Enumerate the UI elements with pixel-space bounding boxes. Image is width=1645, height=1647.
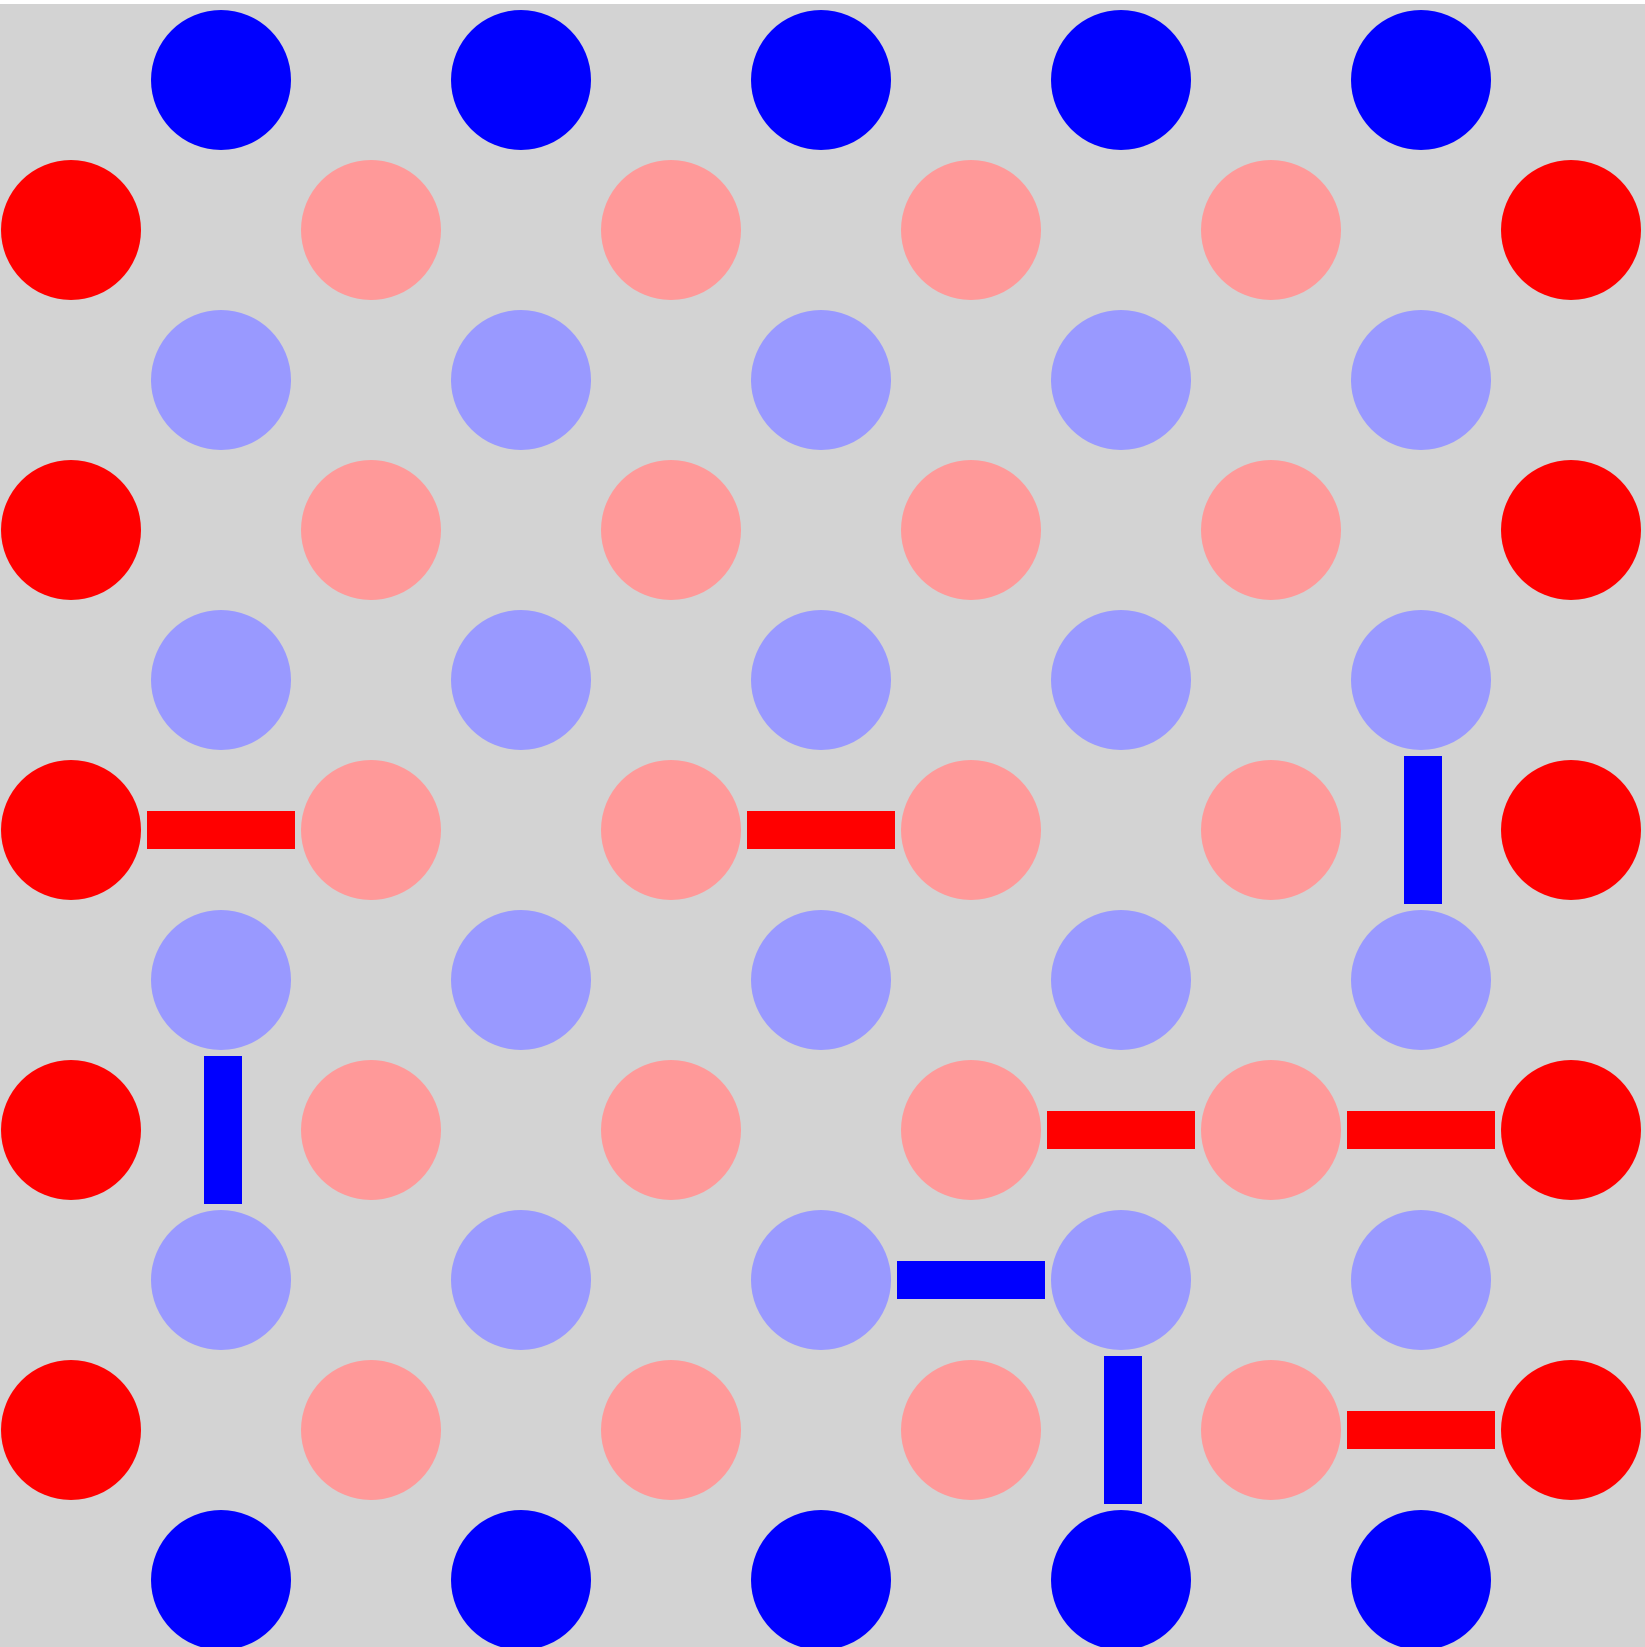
red-node[interactable]: [1201, 460, 1341, 600]
red-node[interactable]: [601, 760, 741, 900]
red-connector: [1047, 1111, 1195, 1149]
red-terminal-node[interactable]: [1, 160, 141, 300]
red-node[interactable]: [1201, 160, 1341, 300]
blue-terminal-node[interactable]: [1351, 10, 1491, 150]
blue-node[interactable]: [451, 610, 591, 750]
red-connector: [747, 811, 895, 849]
red-terminal-node[interactable]: [1501, 160, 1641, 300]
nodes-layer: [1, 10, 1641, 1647]
red-terminal-node[interactable]: [1, 460, 141, 600]
red-connector: [1347, 1411, 1495, 1449]
red-terminal-node[interactable]: [1501, 760, 1641, 900]
edges-layer: [147, 756, 1495, 1504]
red-node[interactable]: [601, 1360, 741, 1500]
red-connector: [1347, 1111, 1495, 1149]
red-node[interactable]: [601, 160, 741, 300]
blue-node[interactable]: [1351, 610, 1491, 750]
blue-terminal-node[interactable]: [1051, 1510, 1191, 1647]
blue-connector: [1404, 756, 1442, 904]
blue-terminal-node[interactable]: [751, 1510, 891, 1647]
blue-terminal-node[interactable]: [1351, 1510, 1491, 1647]
blue-node[interactable]: [1351, 910, 1491, 1050]
red-node[interactable]: [301, 160, 441, 300]
red-connector: [147, 811, 295, 849]
red-node[interactable]: [901, 160, 1041, 300]
blue-node[interactable]: [751, 910, 891, 1050]
blue-node[interactable]: [151, 310, 291, 450]
red-node[interactable]: [1201, 1360, 1341, 1500]
red-node[interactable]: [301, 1060, 441, 1200]
blue-connector: [1104, 1356, 1142, 1504]
red-node[interactable]: [301, 760, 441, 900]
blue-node[interactable]: [151, 610, 291, 750]
red-terminal-node[interactable]: [1501, 460, 1641, 600]
blue-node[interactable]: [151, 910, 291, 1050]
red-terminal-node[interactable]: [1501, 1060, 1641, 1200]
blue-node[interactable]: [1351, 310, 1491, 450]
red-node[interactable]: [301, 460, 441, 600]
red-terminal-node[interactable]: [1, 760, 141, 900]
blue-node[interactable]: [751, 610, 891, 750]
blue-terminal-node[interactable]: [751, 10, 891, 150]
red-terminal-node[interactable]: [1, 1060, 141, 1200]
red-terminal-node[interactable]: [1, 1360, 141, 1500]
red-node[interactable]: [601, 460, 741, 600]
blue-terminal-node[interactable]: [151, 1510, 291, 1647]
red-node[interactable]: [901, 760, 1041, 900]
blue-node[interactable]: [1051, 610, 1191, 750]
blue-terminal-node[interactable]: [451, 1510, 591, 1647]
blue-node[interactable]: [1051, 1210, 1191, 1350]
red-node[interactable]: [901, 1060, 1041, 1200]
red-node[interactable]: [1201, 1060, 1341, 1200]
red-node[interactable]: [901, 460, 1041, 600]
blue-connector: [897, 1261, 1045, 1299]
blue-node[interactable]: [451, 310, 591, 450]
blue-node[interactable]: [1351, 1210, 1491, 1350]
red-terminal-node[interactable]: [1501, 1360, 1641, 1500]
blue-node[interactable]: [451, 1210, 591, 1350]
blue-connector: [204, 1056, 242, 1204]
red-node[interactable]: [1201, 760, 1341, 900]
blue-terminal-node[interactable]: [1051, 10, 1191, 150]
blue-terminal-node[interactable]: [151, 10, 291, 150]
red-node[interactable]: [901, 1360, 1041, 1500]
blue-node[interactable]: [751, 310, 891, 450]
red-node[interactable]: [601, 1060, 741, 1200]
blue-node[interactable]: [451, 910, 591, 1050]
red-node[interactable]: [301, 1360, 441, 1500]
blue-terminal-node[interactable]: [451, 10, 591, 150]
blue-node[interactable]: [1051, 310, 1191, 450]
blue-node[interactable]: [151, 1210, 291, 1350]
blue-node[interactable]: [1051, 910, 1191, 1050]
blue-node[interactable]: [751, 1210, 891, 1350]
